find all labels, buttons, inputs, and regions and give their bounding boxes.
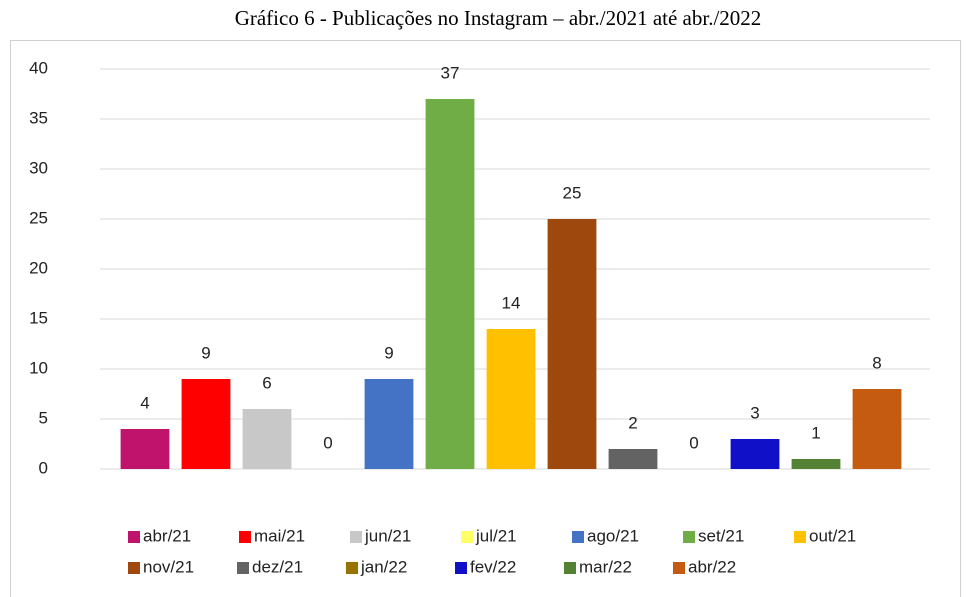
legend-swatch bbox=[683, 531, 695, 543]
bar bbox=[425, 99, 475, 469]
data-label: 8 bbox=[872, 353, 881, 372]
data-label: 9 bbox=[384, 343, 393, 362]
chart-frame bbox=[10, 40, 961, 597]
legend-swatch bbox=[128, 562, 140, 574]
legend-label: jan/22 bbox=[360, 557, 407, 576]
legend-swatch bbox=[128, 531, 140, 543]
legend-label: mar/22 bbox=[579, 557, 632, 576]
bar bbox=[730, 439, 780, 469]
bar bbox=[364, 379, 414, 469]
y-tick-label: 20 bbox=[29, 258, 48, 277]
data-label: 25 bbox=[563, 183, 582, 202]
data-label: 1 bbox=[811, 423, 820, 442]
data-label: 6 bbox=[262, 373, 271, 392]
y-tick-label: 0 bbox=[39, 458, 48, 477]
legend-swatch bbox=[239, 531, 251, 543]
data-label: 4 bbox=[140, 393, 149, 412]
bar bbox=[120, 429, 170, 469]
data-label: 14 bbox=[502, 293, 521, 312]
data-label: 2 bbox=[628, 413, 637, 432]
legend-swatch bbox=[237, 562, 249, 574]
legend-label: jul/21 bbox=[475, 526, 517, 545]
data-label: 9 bbox=[201, 343, 210, 362]
bar bbox=[547, 219, 597, 469]
legend-swatch bbox=[346, 562, 358, 574]
legend-label: mai/21 bbox=[254, 526, 305, 545]
legend-label: set/21 bbox=[698, 526, 744, 545]
legend-swatch bbox=[461, 531, 473, 543]
legend-label: abr/22 bbox=[688, 557, 736, 576]
y-tick-label: 25 bbox=[29, 208, 48, 227]
bar bbox=[791, 459, 841, 469]
y-tick-label: 40 bbox=[29, 58, 48, 77]
data-label: 37 bbox=[441, 63, 460, 82]
bar bbox=[181, 379, 231, 469]
y-tick-label: 15 bbox=[29, 308, 48, 327]
bar bbox=[242, 409, 292, 469]
data-label: 0 bbox=[323, 433, 332, 452]
legend-swatch bbox=[350, 531, 362, 543]
legend-swatch bbox=[455, 562, 467, 574]
y-tick-label: 35 bbox=[29, 108, 48, 127]
legend-label: abr/21 bbox=[143, 526, 191, 545]
y-tick-label: 10 bbox=[29, 358, 48, 377]
legend-swatch bbox=[564, 562, 576, 574]
legend-label: out/21 bbox=[809, 526, 856, 545]
legend-label: nov/21 bbox=[143, 557, 194, 576]
data-label: 3 bbox=[750, 403, 759, 422]
legend-label: fev/22 bbox=[470, 557, 516, 576]
bar bbox=[852, 389, 902, 469]
legend-swatch bbox=[794, 531, 806, 543]
legend-swatch bbox=[572, 531, 584, 543]
legend-label: dez/21 bbox=[252, 557, 303, 576]
legend-swatch bbox=[673, 562, 685, 574]
legend-label: ago/21 bbox=[587, 526, 639, 545]
bar bbox=[486, 329, 536, 469]
data-label: 0 bbox=[689, 433, 698, 452]
chart-title: Gráfico 6 - Publicações no Instagram – a… bbox=[235, 6, 762, 30]
y-tick-label: 30 bbox=[29, 158, 48, 177]
y-tick-label: 5 bbox=[39, 408, 48, 427]
bar bbox=[608, 449, 658, 469]
legend-label: jun/21 bbox=[364, 526, 411, 545]
